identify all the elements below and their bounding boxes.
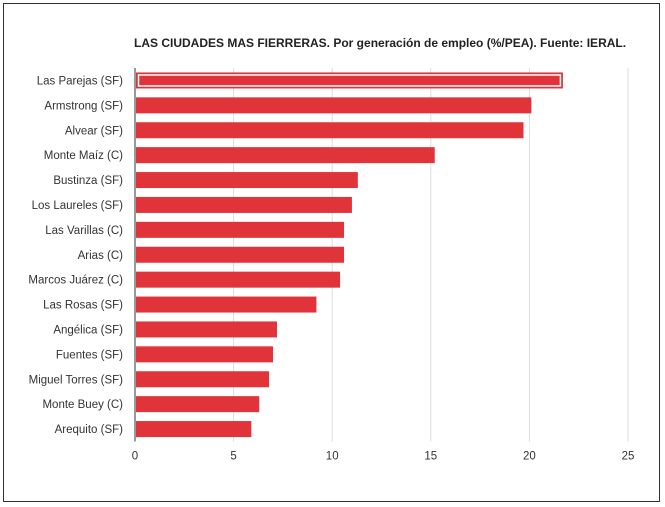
category-label: Marcos Juárez (C)	[28, 275, 123, 287]
category-label: Miguel Torres (SF)	[29, 374, 124, 386]
chart-title: LAS CIUDADES MAS FIERRERAS. Por generaci…	[134, 36, 627, 50]
bar[interactable]	[136, 147, 435, 164]
x-tick-label: 20	[523, 451, 536, 463]
bar[interactable]	[136, 421, 252, 438]
category-label: Las Parejas (SF)	[37, 75, 123, 87]
bar[interactable]	[136, 271, 341, 288]
category-label: Arequito (SF)	[55, 424, 124, 436]
x-tick-label: 25	[622, 451, 635, 463]
category-label: Fuentes (SF)	[56, 349, 123, 361]
bar[interactable]	[136, 196, 352, 213]
bar[interactable]	[136, 346, 274, 363]
category-labels: Las Parejas (SF) Armstrong (SF) Alvear (SF…	[28, 75, 123, 436]
category-label: Los Laureles (SF)	[32, 200, 124, 212]
category-label: Angélica (SF)	[53, 324, 123, 336]
bar[interactable]	[136, 172, 358, 189]
x-tick-label: 10	[326, 451, 339, 463]
bar-highlight-outline	[137, 74, 562, 87]
category-label: Las Rosas (SF)	[43, 300, 123, 312]
category-label: Alvear (SF)	[65, 125, 123, 137]
bar[interactable]	[136, 246, 345, 263]
bar[interactable]	[136, 321, 277, 338]
x-tick-label: 5	[230, 451, 236, 463]
category-label: Bustinza (SF)	[53, 175, 123, 187]
category-label: Monte Buey (C)	[42, 399, 123, 411]
bar[interactable]	[136, 72, 563, 89]
bars	[136, 72, 563, 438]
category-label: Armstrong (SF)	[44, 100, 123, 112]
x-tick-label: 0	[132, 451, 138, 463]
category-label: Arias (C)	[78, 250, 124, 262]
x-tick-labels: 0 5 10 15 20 25	[132, 451, 635, 463]
category-label: Las Varillas (C)	[45, 225, 123, 237]
bar[interactable]	[136, 371, 270, 388]
bar[interactable]	[136, 296, 317, 313]
bar[interactable]	[136, 221, 345, 238]
bar[interactable]	[136, 97, 532, 114]
category-label: Monte Maíz (C)	[44, 150, 123, 162]
x-tick-label: 15	[424, 451, 437, 463]
bar[interactable]	[136, 122, 524, 139]
bar[interactable]	[136, 396, 260, 413]
